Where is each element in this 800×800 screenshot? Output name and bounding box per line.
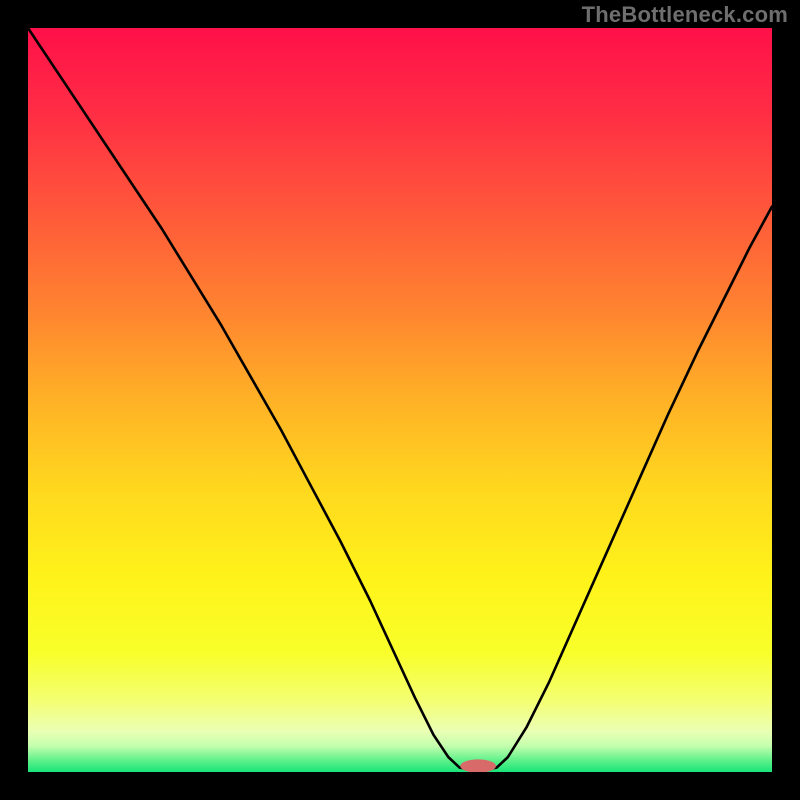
minimum-marker [460,759,496,772]
attribution-text: TheBottleneck.com [582,2,788,28]
chart-container: TheBottleneck.com [0,0,800,800]
bottleneck-curve-chart [0,0,800,800]
plot-background-gradient [28,28,772,772]
